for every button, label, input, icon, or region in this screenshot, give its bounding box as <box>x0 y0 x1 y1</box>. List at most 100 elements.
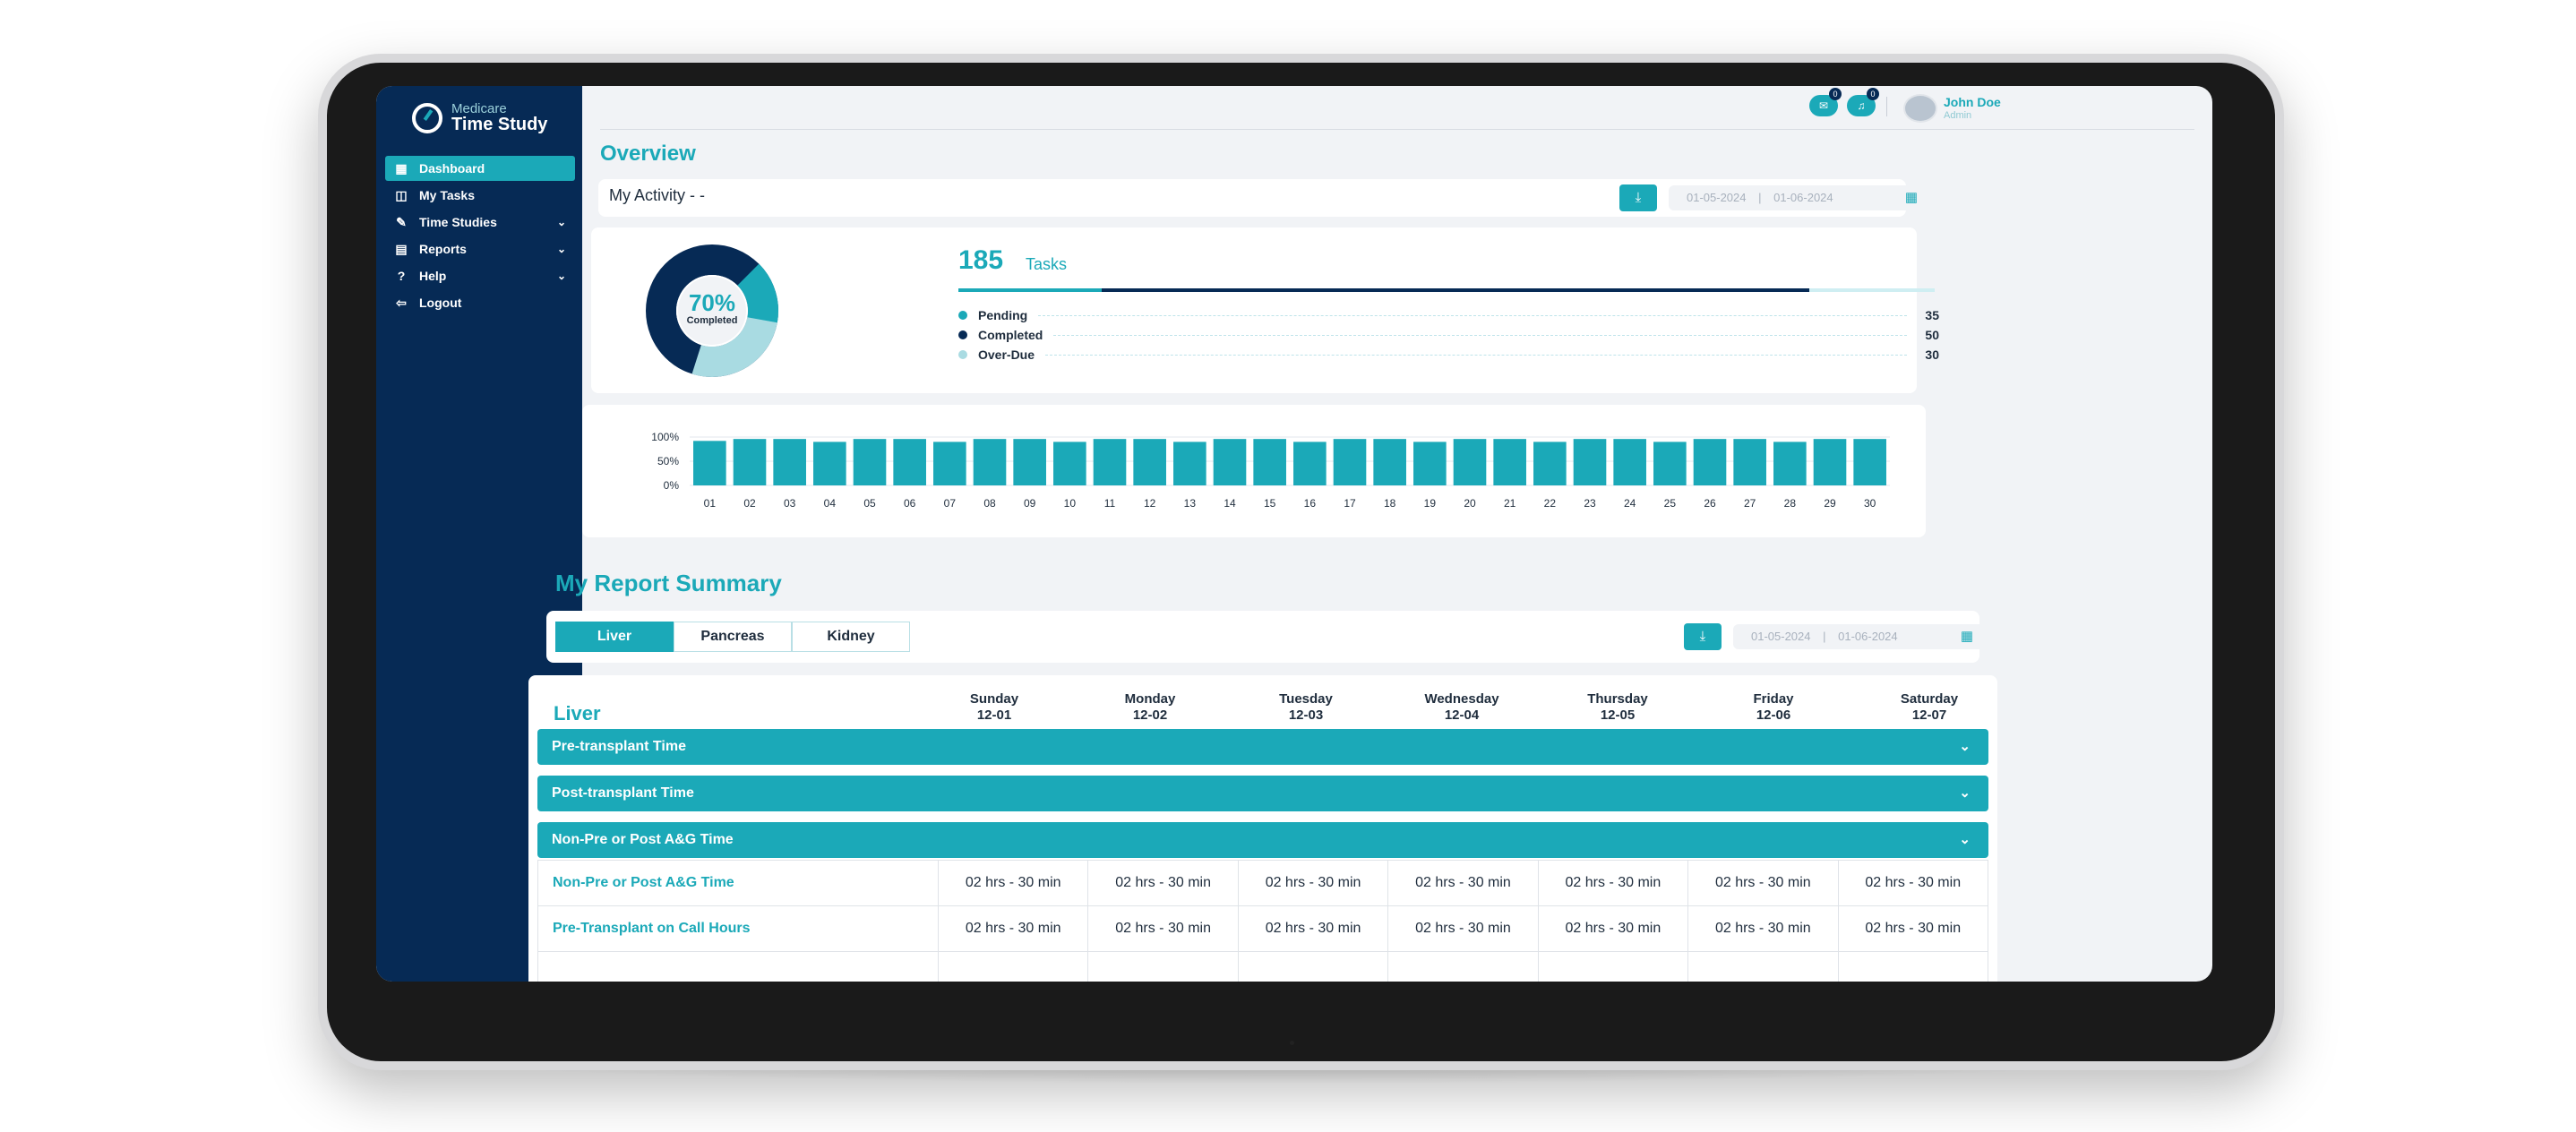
chart-bar[interactable] <box>1533 442 1567 485</box>
time-cell[interactable]: 02 hrs - 30 min <box>939 861 1089 905</box>
time-cell[interactable] <box>1539 952 1689 982</box>
notification-button[interactable]: ♫ 0 <box>1847 88 1879 116</box>
sidebar-item-logout[interactable]: ⇦ Logout <box>385 290 575 315</box>
report-download-button[interactable]: ⤓ <box>1684 623 1722 650</box>
avatar[interactable] <box>1903 94 1937 123</box>
time-cell[interactable] <box>1688 952 1839 982</box>
sidebar-item-my-tasks[interactable]: ◫ My Tasks <box>385 183 575 208</box>
chart-bar[interactable] <box>1373 439 1406 485</box>
time-cell[interactable]: 02 hrs - 30 min <box>1539 906 1689 951</box>
chart-bar[interactable] <box>1493 439 1526 485</box>
accordion-pre-transplant-time[interactable]: Pre-transplant Time ⌄ <box>537 729 1988 765</box>
tab-kidney[interactable]: Kidney <box>792 622 910 652</box>
chart-bar[interactable] <box>813 442 846 485</box>
chart-bar[interactable] <box>773 439 806 485</box>
chart-bar[interactable] <box>853 439 887 485</box>
chart-bar[interactable] <box>1413 442 1447 485</box>
time-cell[interactable]: 02 hrs - 30 min <box>1688 861 1839 905</box>
time-cell[interactable] <box>1839 952 1988 982</box>
time-cell[interactable]: 02 hrs - 30 min <box>1239 861 1389 905</box>
accordion-non-pre-or-post-ag-time[interactable]: Non-Pre or Post A&G Time ⌄ <box>537 822 1988 858</box>
tab-pancreas[interactable]: Pancreas <box>674 622 792 652</box>
download-button[interactable]: ⤓ <box>1619 184 1657 211</box>
sidebar-item-dashboard[interactable]: ▦ Dashboard <box>385 156 575 181</box>
x-tick-label: 18 <box>1384 497 1396 510</box>
sidebar-item-time-studies[interactable]: ✎ Time Studies ⌄ <box>385 210 575 235</box>
chart-bar[interactable] <box>1653 442 1687 485</box>
time-studies-icon: ✎ <box>396 214 407 229</box>
chart-bar[interactable] <box>1013 439 1046 485</box>
chart-bar[interactable] <box>1853 439 1886 485</box>
time-cell[interactable] <box>1388 952 1539 982</box>
tab-liver[interactable]: Liver <box>555 622 674 652</box>
time-cell[interactable]: 02 hrs - 30 min <box>1539 861 1689 905</box>
chart-bar[interactable] <box>973 439 1007 485</box>
sidebar-item-help[interactable]: ? Help ⌄ <box>385 263 575 288</box>
sidebar-item-reports[interactable]: ▤ Reports ⌄ <box>385 236 575 262</box>
time-cell[interactable] <box>1239 952 1389 982</box>
x-tick-label: 21 <box>1504 497 1516 510</box>
tablet-camera <box>1290 1041 1294 1045</box>
report-date-range-picker[interactable]: 01-05-2024 | 01-06-2024 ▦ <box>1733 624 1984 649</box>
chart-bar[interactable] <box>1573 439 1607 485</box>
chart-bar[interactable] <box>1813 439 1847 485</box>
time-cell[interactable]: 02 hrs - 30 min <box>1088 861 1239 905</box>
report-tabs: Liver Pancreas Kidney <box>555 622 910 652</box>
chart-bar[interactable] <box>733 439 767 485</box>
legend-value: 35 <box>1925 308 1939 322</box>
row-label: Pre-Transplant on Call Hours <box>538 906 939 951</box>
time-cell[interactable]: 02 hrs - 30 min <box>1865 875 1962 890</box>
y-tick-label: 100% <box>651 431 679 443</box>
chart-bar[interactable] <box>1333 439 1367 485</box>
mail-count-badge: 0 <box>1829 88 1842 100</box>
y-tick-label: 0% <box>664 479 680 492</box>
time-cell[interactable] <box>1088 952 1239 982</box>
time-cell[interactable]: 02 hrs - 30 min <box>1088 906 1239 951</box>
accordion-post-transplant-time[interactable]: Post-transplant Time ⌄ <box>537 776 1988 811</box>
chart-bar[interactable] <box>893 439 926 485</box>
time-cell[interactable]: 02 hrs - 30 min <box>1239 906 1389 951</box>
chart-bar[interactable] <box>1733 439 1766 485</box>
chart-bar[interactable] <box>1213 439 1247 485</box>
time-cell[interactable]: 02 hrs - 30 min <box>1688 906 1839 951</box>
chart-bar[interactable] <box>1053 442 1086 485</box>
progress-pending-segment <box>958 288 1102 292</box>
user-name[interactable]: John Doe <box>1944 95 2001 109</box>
chart-bar[interactable] <box>1773 442 1807 485</box>
chart-bar[interactable] <box>1093 439 1127 485</box>
stopwatch-icon <box>412 102 442 133</box>
chart-bar[interactable] <box>1613 439 1646 485</box>
chart-bar[interactable] <box>933 442 966 485</box>
time-cell[interactable] <box>939 952 1089 982</box>
chart-bar[interactable] <box>1693 439 1727 485</box>
chart-bar[interactable] <box>1253 439 1286 485</box>
mail-icon: ✉ <box>1818 99 1829 112</box>
date-range-picker[interactable]: 01-05-2024 | 01-06-2024 ▦ <box>1669 185 1928 210</box>
chart-bar[interactable] <box>693 441 726 485</box>
chart-bar[interactable] <box>1133 439 1166 485</box>
legend-dot <box>958 350 967 359</box>
sidebar-item-label: My Tasks <box>419 188 475 202</box>
chart-bar[interactable] <box>1173 442 1206 485</box>
tasks-label: Tasks <box>1026 255 1068 273</box>
chevron-down-icon: ⌄ <box>1959 739 1971 754</box>
x-tick-label: 16 <box>1304 497 1317 510</box>
date-separator: | <box>1758 191 1762 204</box>
app-screen: Medicare Time Study ▦ Dashboard ◫ My Tas… <box>376 86 2212 982</box>
top-bar: ✉ 0 ♫ 0 John Doe Admin <box>600 86 2194 130</box>
chart-bar[interactable] <box>1453 439 1487 485</box>
time-cell[interactable]: 02 hrs - 30 min <box>1865 921 1962 936</box>
calendar-icon: ▦ <box>1904 190 1918 205</box>
app-logo[interactable]: Medicare Time Study <box>412 102 547 133</box>
tasks-progress-bar <box>958 288 1935 292</box>
time-cell[interactable]: 02 hrs - 30 min <box>1388 906 1539 951</box>
donut-center-inner <box>678 277 746 345</box>
date-separator: | <box>1823 630 1826 643</box>
day-header-monday: Monday 12-02 <box>1124 691 1176 723</box>
time-cell[interactable]: 02 hrs - 30 min <box>1388 861 1539 905</box>
day-header-wednesday: Wednesday 12-04 <box>1424 691 1499 723</box>
notification-count-badge: 0 <box>1867 88 1879 100</box>
chart-bar[interactable] <box>1293 442 1327 485</box>
time-cell[interactable]: 02 hrs - 30 min <box>939 906 1089 951</box>
mail-button[interactable]: ✉ 0 <box>1809 88 1842 116</box>
